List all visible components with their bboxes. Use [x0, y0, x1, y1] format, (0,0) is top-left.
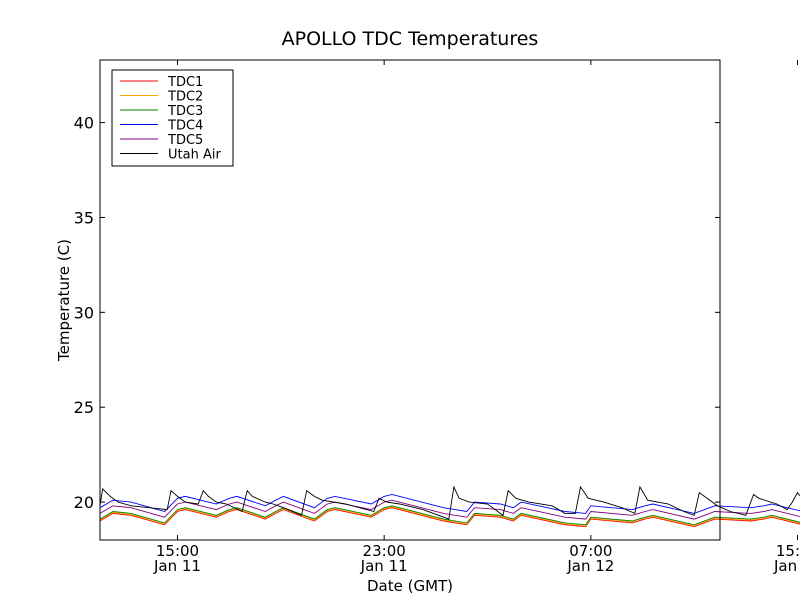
- x-tick-date-label: Jan 11: [360, 557, 408, 575]
- y-tick-label: 35: [74, 208, 94, 227]
- legend-label: Utah Air: [168, 148, 221, 163]
- x-tick-time-label: 23:00: [363, 542, 406, 560]
- chart-title: APOLLO TDC Temperatures: [282, 28, 539, 50]
- series-line-tdc2: [99, 506, 800, 527]
- y-axis-label: Temperature (C): [55, 239, 73, 362]
- y-axis: 20 25 30 35 40: [74, 114, 720, 512]
- y-tick-label: 20: [74, 493, 94, 512]
- plot-frame: [99, 59, 721, 541]
- y-tick-label: 40: [74, 114, 94, 133]
- series-layer: [99, 485, 800, 528]
- series-line-tdc3: [99, 505, 800, 526]
- x-tick-date-label: Jan 12: [566, 557, 614, 575]
- x-tick-date-label: Jan 11: [153, 557, 201, 575]
- series-line-tdc1: [99, 507, 800, 528]
- x-tick-time-label: 15:00: [156, 542, 199, 560]
- legend-label: TDC2: [167, 90, 203, 105]
- x-axis-label: Date (GMT): [367, 577, 453, 595]
- series-line-tdc4: [99, 494, 800, 514]
- legend-label: TDC1: [167, 75, 203, 90]
- x-tick-time-label: 15:00: [776, 542, 800, 560]
- x-tick-date-label: Jan 12: [773, 557, 800, 575]
- series-line-utah-air: [99, 485, 800, 520]
- x-tick-time-label: 07:00: [569, 542, 612, 560]
- legend-box: [111, 69, 234, 167]
- legend-label: TDC5: [167, 133, 203, 148]
- legend-label: TDC4: [167, 119, 203, 134]
- legend-label: TDC3: [167, 104, 203, 119]
- y-tick-label: 30: [74, 303, 94, 322]
- y-tick-label: 25: [74, 398, 94, 417]
